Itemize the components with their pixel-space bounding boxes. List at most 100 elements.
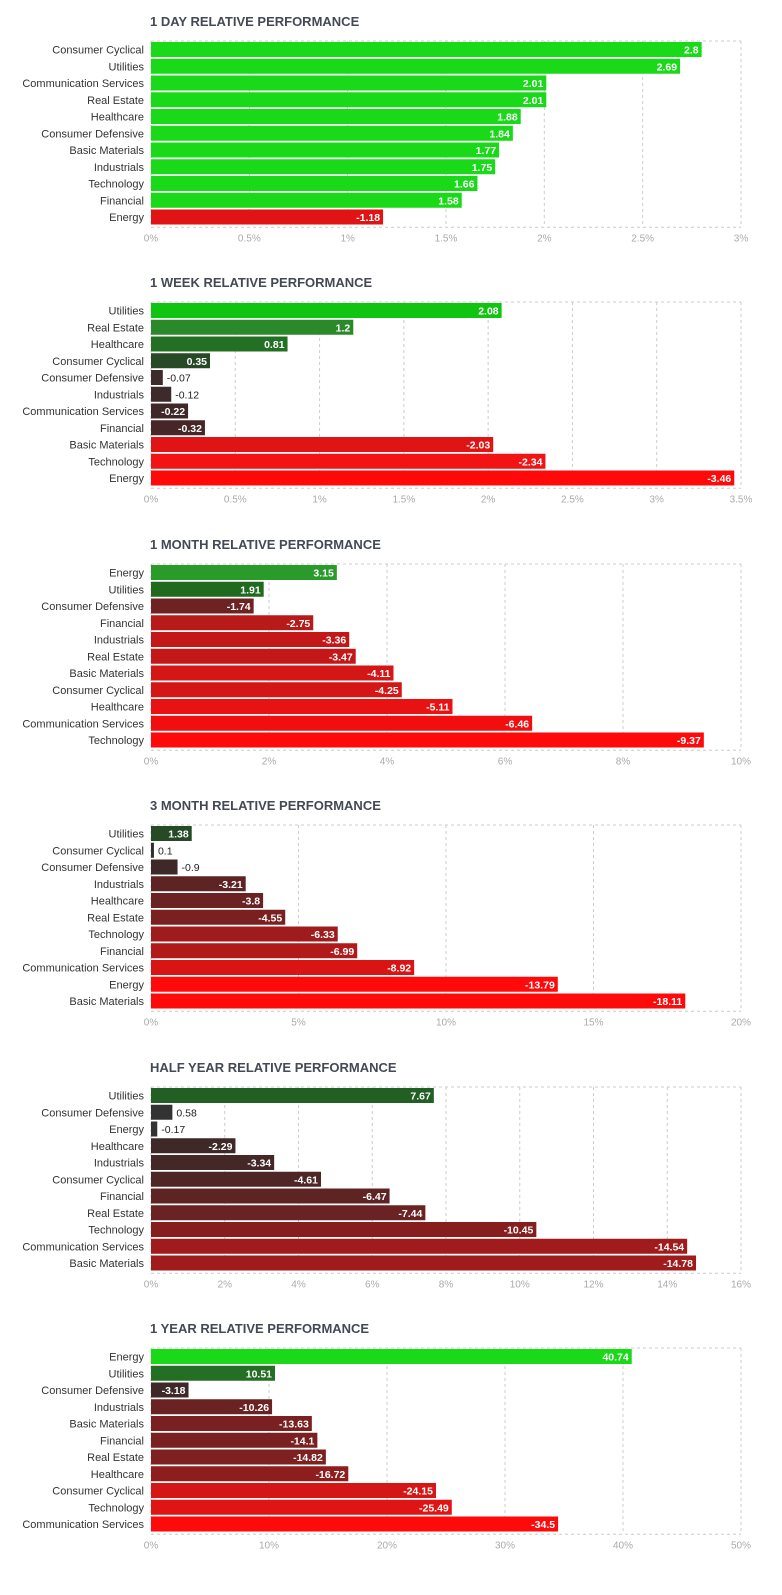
bar	[151, 926, 338, 942]
value-label: 7.67	[410, 1091, 431, 1103]
bar	[151, 1104, 173, 1120]
chart-title: 1 YEAR RELATIVE PERFORMANCE	[150, 1321, 370, 1336]
value-label: -10.26	[239, 1402, 269, 1414]
value-label: 1.58	[438, 195, 459, 207]
bar	[151, 192, 462, 208]
category-label: Technology	[88, 1502, 144, 1514]
category-label: Real Estate	[87, 322, 144, 334]
bar	[151, 1171, 321, 1187]
bar-chart-svg: 0% 2% 4% 6% 8% 10% 12% 14% 16% Utilities 7.67 Consu…	[22, 1086, 751, 1290]
tick-label: 12%	[583, 1279, 603, 1290]
value-label: -2.75	[286, 618, 310, 630]
bar	[151, 403, 189, 419]
bar	[151, 893, 264, 908]
value-label: -0.07	[167, 373, 191, 385]
tick-label: 10%	[259, 1540, 279, 1551]
bar	[151, 453, 546, 469]
bar	[151, 470, 735, 486]
bar	[151, 1121, 158, 1137]
category-label: Consumer Cyclical	[52, 356, 144, 368]
bar	[151, 420, 205, 436]
bar	[151, 960, 415, 975]
value-label: -6.47	[363, 1191, 387, 1203]
category-label: Consumer Cyclical	[52, 845, 144, 857]
category-label: Industrials	[94, 162, 145, 174]
bar	[151, 1466, 349, 1482]
value-label: -3.36	[322, 635, 346, 647]
value-label: -1.74	[227, 601, 251, 613]
bar	[151, 1483, 436, 1498]
bar	[151, 336, 288, 352]
value-label: 1.77	[476, 145, 497, 157]
value-label: -25.49	[419, 1502, 449, 1514]
value-label: -8.92	[387, 963, 411, 975]
value-label: 1.66	[454, 179, 475, 191]
bar	[151, 1138, 236, 1154]
category-label: Healthcare	[91, 896, 144, 908]
tick-label: 2.5%	[561, 494, 584, 505]
category-label: Consumer Defensive	[41, 862, 144, 874]
bar	[151, 565, 337, 580]
tick-label: 10%	[731, 756, 751, 767]
tick-label: 16%	[731, 1279, 751, 1290]
tick-label: 0%	[144, 756, 159, 767]
value-label: -0.9	[182, 862, 200, 874]
category-label: Energy	[109, 212, 144, 224]
category-label: Healthcare	[91, 1141, 144, 1153]
value-label: -7.44	[398, 1208, 422, 1220]
value-label: -2.29	[209, 1141, 233, 1153]
category-label: Technology	[88, 456, 144, 468]
tick-label: 0%	[144, 233, 159, 244]
value-label: -4.11	[367, 668, 391, 680]
bar	[151, 598, 254, 614]
value-label: -3.8	[242, 896, 260, 908]
value-label: -14.78	[663, 1258, 693, 1270]
bar	[151, 176, 478, 191]
tick-label: 1%	[340, 233, 355, 244]
chart-1-week: 1 WEEK RELATIVE PERFORMANCE 0% 0.5% 1% 1.5%…	[0, 261, 782, 511]
tick-label: 3%	[649, 494, 664, 505]
tick-label: 1.5%	[392, 494, 415, 505]
tick-label: 5%	[291, 1017, 306, 1028]
value-label: -0.32	[178, 423, 202, 435]
value-label: -3.46	[707, 473, 731, 485]
bar	[151, 976, 558, 992]
bar	[151, 632, 350, 647]
bar	[151, 109, 521, 124]
chart-title: 3 MONTH RELATIVE PERFORMANCE	[150, 798, 381, 813]
chart-title: 1 DAY RELATIVE PERFORMANCE	[150, 14, 360, 29]
bar	[151, 581, 264, 597]
bar	[151, 1238, 688, 1254]
chart-1-day: 1 DAY RELATIVE PERFORMANCE 0% 0.5% 1% 1.5% 2…	[0, 0, 782, 250]
value-label: 1.2	[336, 322, 351, 334]
chart-half-year: HALF YEAR RELATIVE PERFORMANCE 0% 2% 4% 6% 8…	[0, 1046, 782, 1296]
bar	[151, 1432, 318, 1448]
value-label: -18.11	[653, 996, 682, 1008]
category-label: Communication Services	[22, 78, 144, 90]
category-label: Financial	[100, 946, 144, 958]
category-label: Utilities	[109, 1368, 145, 1380]
bar	[151, 1399, 273, 1415]
value-label: 1.88	[497, 112, 518, 124]
tick-label: 15%	[583, 1017, 603, 1028]
tick-label: 0%	[144, 494, 159, 505]
category-label: Energy	[109, 568, 144, 580]
bar	[151, 1188, 390, 1204]
bar	[151, 699, 453, 714]
tick-label: 8%	[616, 756, 631, 767]
value-label: 10.51	[246, 1368, 272, 1380]
tick-label: 0%	[144, 1540, 159, 1551]
category-label: Communication Services	[22, 718, 144, 730]
bar	[151, 1349, 632, 1364]
tick-label: 40%	[613, 1540, 633, 1551]
bar	[151, 159, 496, 175]
tick-label: 10%	[436, 1017, 456, 1028]
category-label: Energy	[109, 1352, 144, 1364]
value-label: -6.46	[505, 718, 529, 730]
category-label: Industrials	[94, 879, 145, 891]
bar	[151, 1499, 452, 1515]
bar-chart-svg: 0% 5% 10% 15% 20% Utilities 1.38 Consumer Cycli…	[22, 824, 751, 1028]
value-label: 0.35	[187, 356, 208, 368]
value-label: -13.63	[279, 1419, 309, 1431]
category-label: Utilities	[109, 1091, 145, 1103]
